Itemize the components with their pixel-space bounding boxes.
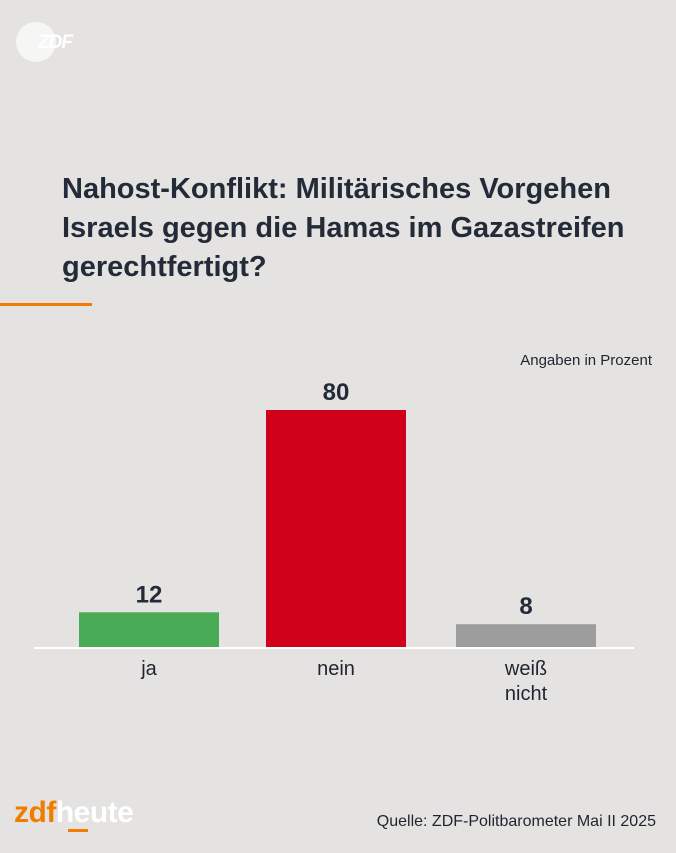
value-label-nein: 80	[323, 379, 350, 406]
source-note: Quelle: ZDF-Politbarometer Mai II 2025	[376, 813, 656, 830]
value-label-weiß-nicht: 8	[519, 593, 532, 620]
category-label-weiß-nicht: weiß nicht	[504, 658, 548, 705]
value-label-ja: 12	[136, 581, 163, 608]
brand-heute: heute	[55, 796, 134, 829]
unit-note: Angaben in Prozent	[520, 352, 652, 369]
zdf-logo-text: ZDF	[38, 32, 73, 53]
bar-nein	[266, 410, 406, 648]
title-accent-line	[0, 303, 92, 306]
category-label-nein: nein	[317, 658, 355, 680]
zdfheute-logo: zdfheute	[14, 796, 134, 830]
chart-title: Nahost-Konflikt: Militärisches Vorgehen …	[62, 173, 625, 283]
category-label-ja: ja	[140, 658, 157, 680]
zdf-logo-icon	[16, 22, 56, 62]
bar-ja	[79, 612, 219, 648]
bar-weiß-nicht	[456, 624, 596, 648]
brand-underline	[68, 829, 88, 832]
brand-zdf: zdf	[14, 796, 56, 829]
